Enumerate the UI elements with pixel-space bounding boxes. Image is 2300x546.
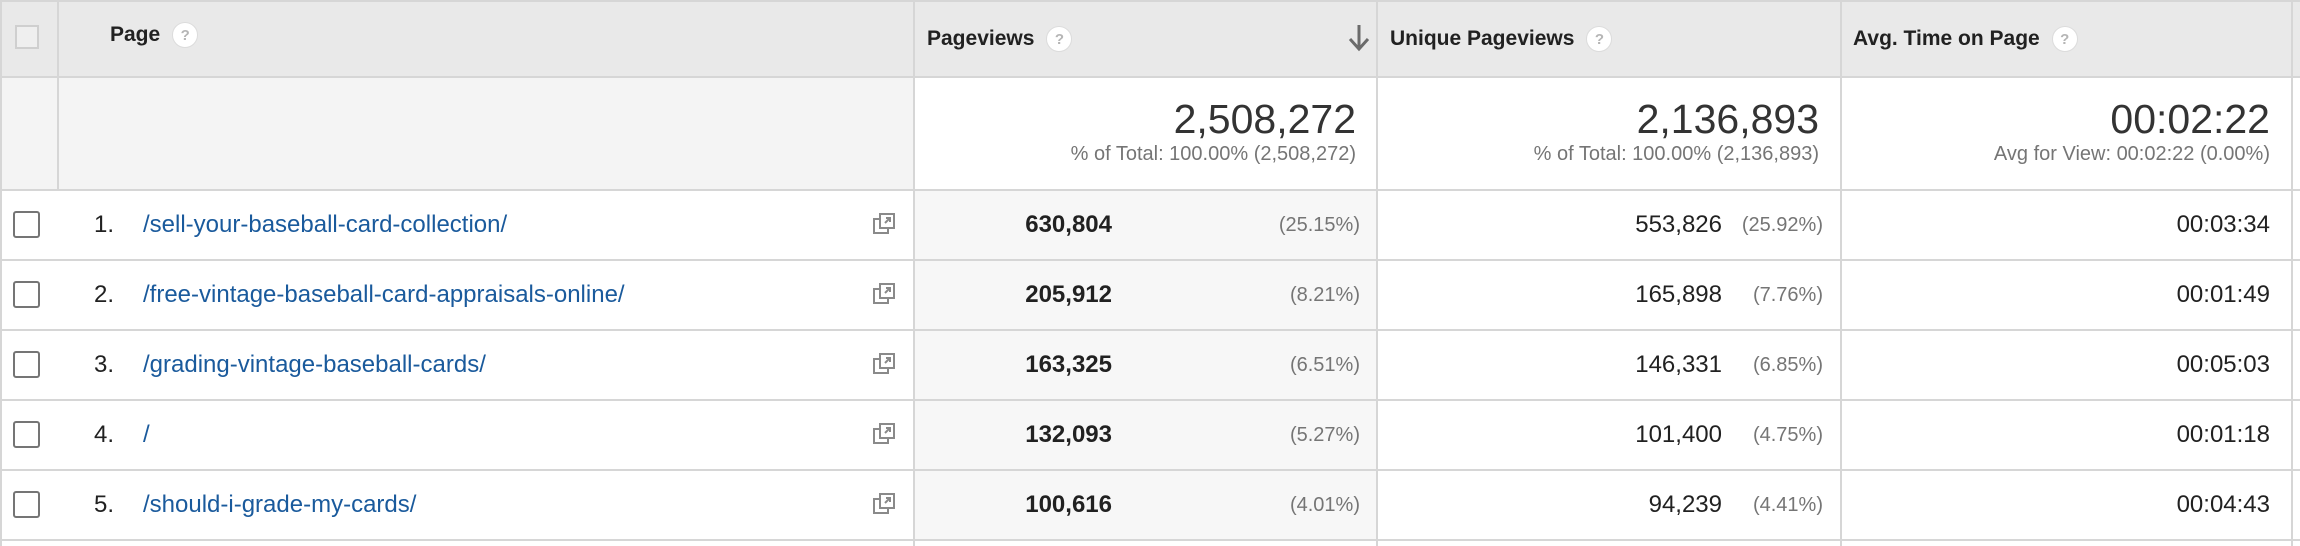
avg-time-value: 00:01:49 <box>2176 281 2270 308</box>
avg-time-value: 00:04:43 <box>2176 491 2270 518</box>
table-header <box>0 0 2300 76</box>
column-header-unique-pageviews-label: Unique Pageviews <box>1390 27 1575 50</box>
column-header-pageviews[interactable]: Pageviews ? <box>927 26 1073 52</box>
avg-time-value: 00:05:03 <box>2176 351 2270 378</box>
divider <box>0 469 2300 471</box>
unique-pageviews-percent: (4.41%) <box>1752 494 1823 516</box>
row-checkbox[interactable] <box>13 211 40 238</box>
divider <box>0 189 2300 191</box>
summary-unique-total: 2,136,893 <box>1636 96 1819 142</box>
help-icon[interactable]: ? <box>1046 26 1073 52</box>
divider <box>1840 0 1842 546</box>
divider <box>0 399 2300 401</box>
summary-row-label-area <box>0 78 913 189</box>
row-number: 4. <box>93 421 114 448</box>
pageviews-value: 630,804 <box>1025 211 1112 238</box>
help-icon[interactable]: ? <box>172 22 199 48</box>
row-checkbox[interactable] <box>13 491 40 518</box>
divider <box>1376 0 1378 546</box>
pageviews-percent: (5.27%) <box>1289 424 1360 446</box>
column-header-pageviews-label: Pageviews <box>927 27 1035 50</box>
open-in-new-window-icon[interactable] <box>872 352 896 376</box>
page-link[interactable]: /free-vintage-baseball-card-appraisals-o… <box>143 281 625 308</box>
avg-time-value: 00:01:18 <box>2176 421 2270 448</box>
divider <box>0 259 2300 261</box>
select-all-checkbox[interactable] <box>15 25 39 49</box>
pageviews-value: 163,325 <box>1025 351 1112 378</box>
sort-descending-icon[interactable] <box>1345 22 1373 54</box>
summary-unique-note: % of Total: 100.00% (2,136,893) <box>1533 143 1819 165</box>
summary-avg-time-note: Avg for View: 00:02:22 (0.00%) <box>1993 143 2270 165</box>
summary-pageviews-note: % of Total: 100.00% (2,508,272) <box>1070 143 1356 165</box>
divider <box>57 0 59 191</box>
open-in-new-window-icon[interactable] <box>872 422 896 446</box>
open-in-new-window-icon[interactable] <box>872 282 896 306</box>
avg-time-value: 00:03:34 <box>2176 211 2270 238</box>
column-header-unique-pageviews[interactable]: Unique Pageviews ? <box>1390 26 1613 52</box>
unique-pageviews-value: 146,331 <box>1635 351 1722 378</box>
divider <box>0 0 2 546</box>
pageviews-percent: (8.21%) <box>1289 284 1360 306</box>
summary-avg-time: 00:02:22 <box>2110 96 2270 142</box>
pageviews-percent: (25.15%) <box>1278 214 1360 236</box>
pageviews-cell-bg <box>915 401 1376 469</box>
column-header-page-label: Page <box>110 23 161 46</box>
page-link[interactable]: /should-i-grade-my-cards/ <box>143 491 417 518</box>
divider <box>2291 0 2293 546</box>
row-number: 2. <box>93 281 114 308</box>
column-header-avg-time-on-page[interactable]: Avg. Time on Page ? <box>1853 26 2078 52</box>
divider <box>0 76 2300 78</box>
pageviews-value: 205,912 <box>1025 281 1112 308</box>
open-in-new-window-icon[interactable] <box>872 212 896 236</box>
unique-pageviews-value: 101,400 <box>1635 421 1722 448</box>
page-link[interactable]: /sell-your-baseball-card-collection/ <box>143 211 508 238</box>
summary-pageviews-total: 2,508,272 <box>1173 96 1356 142</box>
pageviews-cell-bg <box>915 261 1376 329</box>
divider <box>0 329 2300 331</box>
row-checkbox[interactable] <box>13 351 40 378</box>
row-number: 1. <box>93 211 114 238</box>
unique-pageviews-percent: (4.75%) <box>1752 424 1823 446</box>
row-checkbox[interactable] <box>13 281 40 308</box>
help-icon[interactable]: ? <box>2051 26 2078 52</box>
row-checkbox[interactable] <box>13 421 40 448</box>
open-in-new-window-icon[interactable] <box>872 492 896 516</box>
pageviews-percent: (6.51%) <box>1289 354 1360 376</box>
pageviews-percent: (4.01%) <box>1289 494 1360 516</box>
divider <box>913 0 915 546</box>
pageviews-cell-bg <box>915 331 1376 399</box>
unique-pageviews-value: 165,898 <box>1635 281 1722 308</box>
column-header-page[interactable]: Page ? <box>110 22 199 48</box>
unique-pageviews-percent: (7.76%) <box>1752 284 1823 306</box>
page-link[interactable]: /grading-vintage-baseball-cards/ <box>143 351 486 378</box>
unique-pageviews-percent: (25.92%) <box>1741 214 1823 236</box>
unique-pageviews-value: 94,239 <box>1648 491 1722 518</box>
divider <box>0 0 2300 2</box>
divider <box>0 539 2300 541</box>
column-header-avg-time-label: Avg. Time on Page <box>1853 27 2040 50</box>
page-link[interactable]: / <box>143 421 150 448</box>
row-number: 5. <box>93 491 114 518</box>
unique-pageviews-percent: (6.85%) <box>1752 354 1823 376</box>
pageviews-value: 132,093 <box>1025 421 1112 448</box>
unique-pageviews-value: 553,826 <box>1635 211 1722 238</box>
pageviews-cell-bg <box>915 471 1376 539</box>
help-icon[interactable]: ? <box>1586 26 1613 52</box>
row-number: 3. <box>93 351 114 378</box>
pageviews-value: 100,616 <box>1025 491 1112 518</box>
pageviews-cell-bg <box>915 191 1376 259</box>
